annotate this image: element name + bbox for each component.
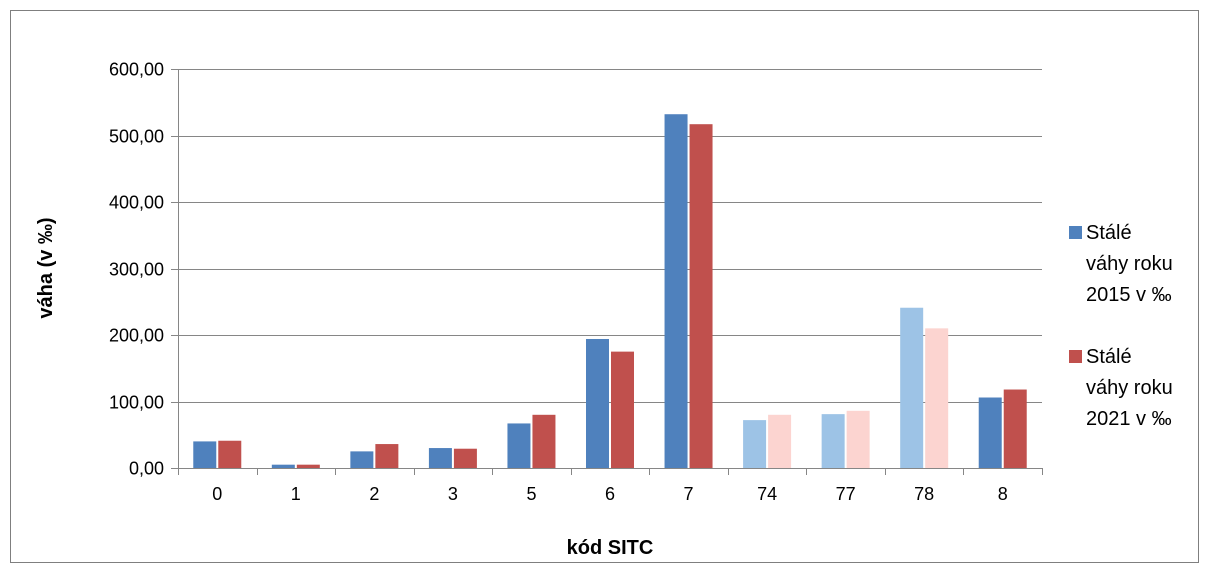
bar-2021 [1003,389,1027,468]
bar-2015 [507,423,531,468]
bar-2021 [532,414,556,468]
bar-2021 [611,351,634,468]
y-tick-label: 200,00 [109,326,164,346]
bar-2021 [846,410,870,468]
bar-2021 [925,328,949,468]
bar-2015 [900,307,924,468]
gridlines [171,69,1042,469]
bar-2015 [271,464,295,468]
legend-label: Stálé váhy roku 2021 v ‰ [1086,346,1173,430]
legend-swatch [1069,350,1082,363]
bar-2015 [978,397,1002,468]
bar-2021 [218,440,242,468]
bar-2021 [453,448,477,468]
x-tick-label: 1 [291,484,301,504]
bar-2015 [743,420,767,468]
y-tick-label: 600,00 [109,60,164,80]
bar-2015 [193,441,217,468]
x-tick-label: 77 [836,484,856,504]
y-tick-label: 0,00 [129,459,164,479]
bar-2021 [296,464,320,468]
bar-2015 [350,451,374,468]
x-tick-label: 74 [757,484,777,504]
legend: Stálé váhy roku 2015 v ‰ Stálé váhy roku 2021… [1069,222,1173,430]
x-tick-label: 5 [526,484,536,504]
x-tick-label: 0 [212,484,222,504]
y-tick-label: 400,00 [109,193,164,213]
y-axis-title: váha (v ‰) [35,217,57,318]
bars [193,114,1027,468]
bar-2021 [375,444,399,468]
x-axis-title: kód SITC [567,537,654,559]
x-tick-label: 3 [448,484,458,504]
x-tick-label: 78 [914,484,934,504]
y-tick-label: 100,00 [109,393,164,413]
bar-2015 [821,414,845,468]
x-tick-label: 7 [684,484,694,504]
bar-2015 [428,448,452,468]
chart-border [10,10,1199,563]
legend-swatch [1069,226,1082,239]
axes: 0,00 100,00 200,00 300,00 400,00 500,00 600,00… [109,60,1043,504]
x-tick-label: 6 [605,484,615,504]
x-tick-label: 8 [998,484,1008,504]
legend-label: Stálé váhy roku 2015 v ‰ [1086,222,1173,306]
bar-2015 [586,338,609,468]
x-tick-label: 2 [369,484,379,504]
bar-2015 [664,114,688,468]
y-tick-label: 300,00 [109,260,164,280]
bar-2021 [768,414,792,468]
bar-2021 [689,124,713,468]
y-tick-label: 500,00 [109,127,164,147]
